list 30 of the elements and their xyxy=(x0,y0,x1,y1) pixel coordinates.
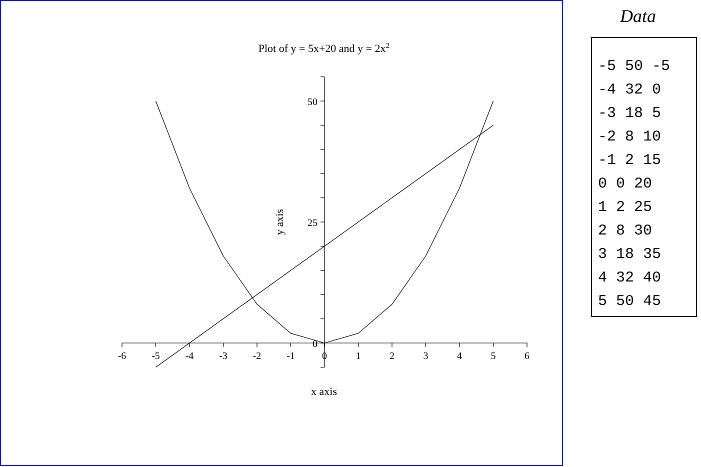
text: -1 2 15 xyxy=(598,152,662,169)
x-tick-label: 6 xyxy=(524,351,530,362)
y-tick-label: 25 xyxy=(308,218,318,229)
text: Data xyxy=(619,6,656,26)
x-tick-label: -3 xyxy=(219,351,228,362)
text: 0 0 20 xyxy=(598,176,652,192)
y-tick-label: 0 xyxy=(312,339,318,350)
x-tick-label: 5 xyxy=(490,351,496,362)
text: 4 32 40 xyxy=(598,270,662,286)
x-tick-label: -1 xyxy=(286,351,295,362)
x-tick-label: -4 xyxy=(185,351,194,362)
x-tick-label: 4 xyxy=(457,351,462,362)
text: 5 50 45 xyxy=(598,293,662,310)
x-tick-label: 1 xyxy=(356,351,361,362)
chart-title: Plot of y = 5x+20 and y = 2x$^{2}$ xyxy=(258,40,390,55)
x-tick-label: -6 xyxy=(118,351,126,362)
text: 2 8 30 xyxy=(598,222,652,240)
y-axis-title: y axis xyxy=(274,209,286,235)
x-tick-label: 3 xyxy=(423,351,428,362)
text: 1 2 25 xyxy=(598,199,652,216)
x-tick-label: 2 xyxy=(390,351,394,362)
x-tick-label: -2 xyxy=(252,351,262,362)
text: -5 50 -5 xyxy=(598,58,670,75)
x-tick-label: -5 xyxy=(152,351,160,362)
y-tick-label: 50 xyxy=(308,97,318,108)
text: -3 18 5 xyxy=(598,105,662,122)
text: 3 18 35 xyxy=(598,246,662,263)
text: -2 8 10 xyxy=(598,128,662,146)
text: -4 32 0 xyxy=(598,82,662,98)
x-axis-title: x axis xyxy=(311,386,337,398)
